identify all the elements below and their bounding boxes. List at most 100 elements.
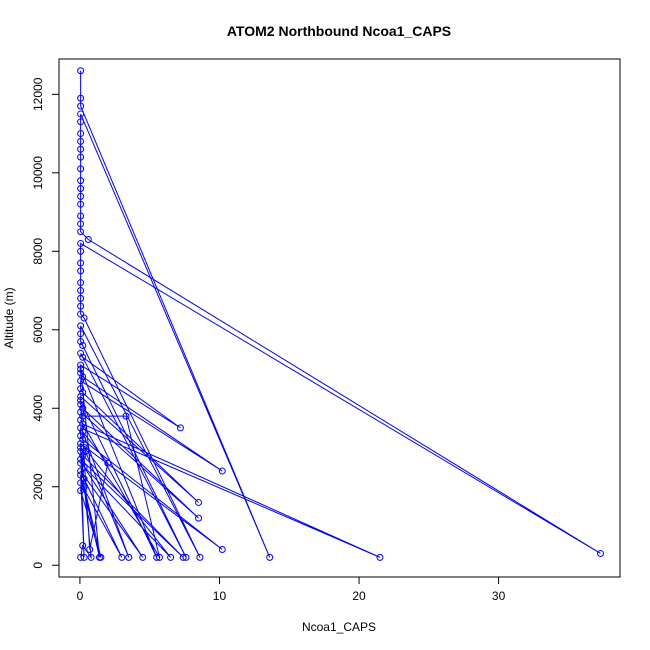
- data-point: [77, 416, 85, 424]
- data-point: [176, 424, 184, 432]
- data-point: [77, 212, 85, 220]
- series-line: [80, 70, 601, 560]
- data-point: [77, 130, 85, 138]
- data-point: [218, 467, 226, 475]
- data-point: [77, 432, 85, 440]
- data-point: [77, 467, 85, 475]
- data-point: [77, 118, 85, 126]
- data-point: [77, 455, 85, 463]
- data-point: [77, 185, 85, 192]
- data-point: [153, 553, 161, 561]
- data-point: [79, 420, 87, 428]
- data-point: [80, 463, 88, 471]
- data-point: [77, 94, 85, 102]
- data-point: [77, 247, 85, 255]
- data-point: [77, 459, 85, 467]
- data-point: [139, 553, 147, 561]
- data-point: [77, 310, 85, 318]
- data-point: [84, 236, 92, 244]
- chart-title: ATOM2 Northbound Ncoa1_CAPS: [227, 23, 451, 39]
- data-point: [77, 377, 85, 385]
- data-point: [77, 440, 85, 448]
- data-point: [86, 546, 94, 554]
- data-point: [79, 341, 87, 349]
- series-points: [77, 67, 604, 561]
- data-point: [118, 553, 126, 561]
- data-point: [80, 483, 88, 491]
- x-tick-label: 10: [213, 589, 227, 603]
- data-point: [77, 553, 85, 561]
- y-tick-label: 8000: [31, 238, 45, 265]
- data-point: [82, 447, 90, 455]
- data-point: [79, 542, 87, 550]
- data-point: [79, 436, 87, 444]
- data-point: [77, 322, 85, 330]
- data-point: [77, 424, 85, 432]
- y-tick-label: 4000: [31, 395, 45, 422]
- data-point: [77, 365, 85, 373]
- x-tick-label: 20: [352, 589, 366, 603]
- data-point: [80, 553, 88, 561]
- data-point: [77, 447, 85, 455]
- data-point: [77, 338, 85, 346]
- data-point: [77, 153, 85, 161]
- data-point: [77, 302, 85, 310]
- data-point: [79, 428, 87, 436]
- data-point: [77, 408, 85, 416]
- y-axis-label: Altitude (m): [2, 287, 16, 348]
- data-point: [77, 239, 85, 247]
- y-tick-label: 10000: [31, 156, 45, 190]
- data-point: [77, 137, 85, 145]
- data-point: [87, 553, 95, 561]
- data-point: [77, 192, 85, 200]
- data-point: [195, 498, 203, 506]
- data-point: [77, 294, 85, 302]
- data-point: [77, 369, 85, 377]
- data-point: [79, 404, 87, 412]
- data-point: [79, 389, 87, 397]
- data-point: [77, 400, 85, 408]
- y-tick-label: 0: [31, 562, 45, 569]
- data-point: [77, 479, 85, 487]
- data-point: [125, 553, 133, 561]
- data-point: [376, 553, 384, 561]
- x-tick-label: 30: [492, 589, 506, 603]
- data-point: [77, 444, 85, 451]
- data-point: [167, 553, 175, 561]
- data-point: [179, 553, 187, 561]
- y-tick-label: 6000: [31, 316, 45, 343]
- data-point: [77, 385, 85, 393]
- data-point: [80, 444, 88, 451]
- data-point: [77, 177, 85, 185]
- data-point: [77, 165, 85, 173]
- data-point: [596, 549, 604, 557]
- data-point: [77, 267, 85, 275]
- data-point: [77, 471, 85, 479]
- data-point: [266, 553, 274, 561]
- data-point: [77, 287, 85, 295]
- data-point: [77, 279, 85, 287]
- data-point: [77, 330, 85, 338]
- data-point: [122, 412, 130, 420]
- data-point: [155, 553, 163, 561]
- data-point: [79, 353, 87, 361]
- data-point: [196, 553, 204, 561]
- data-point: [77, 145, 85, 153]
- data-point: [77, 110, 85, 118]
- data-point: [182, 553, 190, 561]
- data-point: [77, 487, 85, 495]
- data-point: [77, 67, 85, 75]
- data-point: [79, 373, 87, 381]
- x-tick-label: 0: [77, 589, 84, 603]
- data-point: [77, 259, 85, 267]
- data-point: [77, 361, 85, 369]
- data-point: [77, 349, 85, 357]
- y-axis: 0 2000 4000 6000 8000 10000 12000: [31, 77, 60, 569]
- x-axis-label: Ncoa1_CAPS: [302, 620, 376, 634]
- data-point: [77, 200, 85, 208]
- data-point: [80, 314, 88, 322]
- data-point: [104, 459, 112, 467]
- data-point: [77, 102, 85, 110]
- data-point: [95, 553, 103, 561]
